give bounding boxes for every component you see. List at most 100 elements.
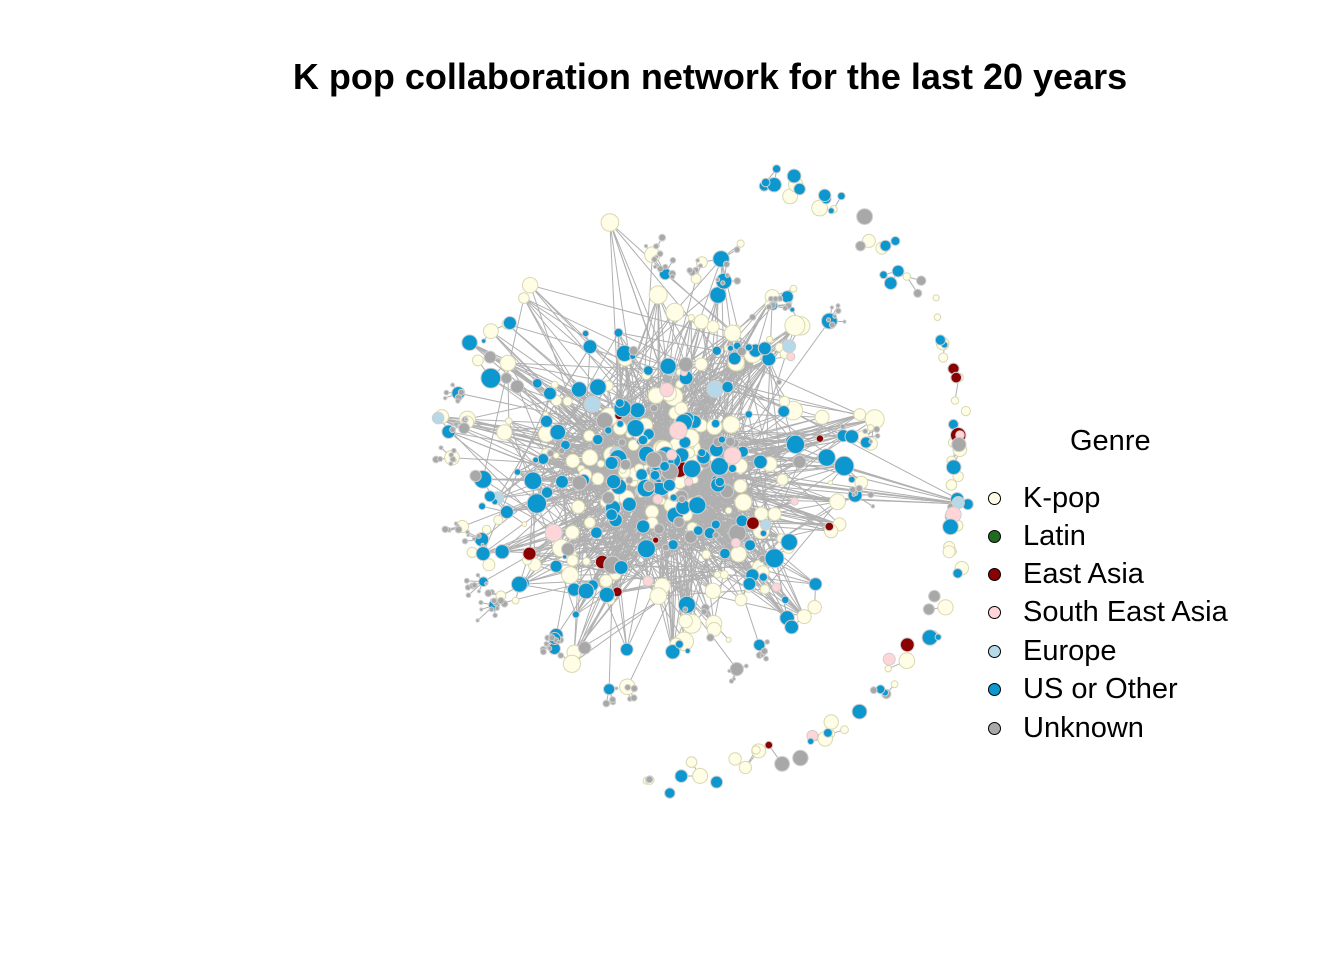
- network-node-us-or-other: [636, 539, 656, 559]
- network-node-us-or-other: [543, 386, 557, 401]
- network-node-k-pop: [784, 315, 806, 336]
- network-node-us-or-other: [753, 638, 766, 652]
- network-node-unknown: [443, 389, 450, 396]
- network-node-us-or-other: [665, 644, 681, 660]
- network-node-unknown: [479, 607, 484, 612]
- network-edge: [642, 463, 770, 527]
- legend-item-east-asia: East Asia: [982, 555, 1144, 593]
- network-node-east-asia: [824, 521, 835, 532]
- network-node-us-or-other: [727, 351, 742, 366]
- network-node-unknown: [488, 606, 495, 613]
- network-node-unknown: [476, 589, 481, 594]
- network-node-us-or-other: [461, 334, 478, 352]
- legend-item-europe: Europe: [982, 632, 1117, 670]
- network-edge: [532, 480, 569, 550]
- network-node-us-or-other: [643, 365, 654, 376]
- network-node-unknown: [792, 749, 809, 767]
- network-node-us-or-other: [760, 177, 771, 188]
- network-edge: [506, 323, 621, 425]
- legend-item-south-east-asia: South East Asia: [982, 593, 1228, 631]
- network-node-k-pop: [562, 654, 582, 673]
- network-node-k-pop: [945, 479, 958, 491]
- network-node-k-pop: [766, 335, 774, 343]
- network-node-us-or-other: [844, 429, 860, 444]
- network-node-k-pop: [722, 415, 741, 434]
- network-node-unknown: [643, 243, 649, 249]
- network-node-east-asia: [764, 740, 774, 750]
- network-node-unknown: [441, 525, 449, 533]
- network-node-k-pop: [713, 570, 722, 579]
- network-node-us-or-other: [818, 188, 832, 203]
- network-node-unknown: [764, 639, 771, 645]
- network-node-k-pop: [481, 524, 492, 535]
- network-node-unknown: [630, 694, 638, 702]
- network-node-unknown: [614, 686, 619, 691]
- network-node-us-or-other: [786, 168, 802, 184]
- network-node-unknown: [677, 495, 686, 504]
- network-node-us-or-other: [502, 316, 517, 330]
- legend-swatch-us-or-other: [988, 682, 1001, 696]
- network-node-k-pop: [759, 584, 771, 595]
- network-node-k-pop: [581, 449, 599, 467]
- network-node-south-east-asia: [771, 582, 782, 592]
- legend-title: Genre: [1070, 425, 1151, 457]
- network-node-unknown: [682, 606, 689, 613]
- network-node-us-or-other: [834, 455, 855, 477]
- network-node-us-or-other: [883, 276, 898, 291]
- network-node-us-or-other: [827, 207, 835, 215]
- network-node-k-pop: [719, 570, 729, 580]
- network-node-us-or-other: [780, 290, 794, 304]
- legend-item-latin: Latin: [982, 517, 1086, 555]
- network-node-us-or-other: [789, 306, 796, 313]
- network-edge: [734, 357, 860, 415]
- network-node-unknown: [490, 597, 498, 605]
- network-node-us-or-other: [604, 426, 613, 435]
- network-edge: [672, 527, 693, 652]
- network-node-south-east-asia: [669, 421, 688, 440]
- network-node-unknown: [870, 504, 876, 509]
- network-node-south-east-asia: [790, 497, 799, 506]
- network-node-unknown: [484, 589, 493, 598]
- chart-title: K pop collaboration network for the last…: [292, 56, 1128, 97]
- network-node-k-pop: [583, 516, 596, 529]
- network-node-unknown: [869, 686, 878, 695]
- network-node-k-pop: [754, 506, 769, 521]
- network-node-us-or-other: [727, 344, 734, 352]
- network-node-us-or-other: [772, 164, 782, 174]
- network-node-unknown: [749, 313, 757, 321]
- network-node-unknown: [471, 582, 478, 589]
- network-node-unknown: [792, 454, 807, 469]
- network-edge: [648, 327, 738, 435]
- network-node-unknown: [628, 345, 639, 356]
- legend-item-us-or-other: US or Other: [982, 670, 1178, 708]
- network-node-unknown: [725, 436, 736, 447]
- network-node-us-or-other: [952, 568, 964, 579]
- network-node-unknown: [928, 589, 941, 603]
- network-node-k-pop: [648, 285, 668, 305]
- network-edge: [666, 317, 692, 391]
- network-node-us-or-other: [934, 334, 947, 346]
- network-node-unknown: [720, 280, 726, 286]
- network-node-unknown: [765, 303, 773, 311]
- network-node-k-pop: [561, 566, 579, 585]
- network-node-europe: [759, 519, 772, 531]
- network-node-unknown: [497, 596, 505, 605]
- network-node-unknown: [492, 612, 498, 619]
- network-node-us-or-other: [581, 329, 590, 338]
- network-node-unknown: [438, 445, 444, 451]
- network-node-us-or-other: [540, 414, 553, 428]
- network-node-unknown: [733, 246, 741, 254]
- network-node-unknown: [835, 303, 841, 309]
- legend-label-us-or-other: US or Other: [1023, 672, 1178, 705]
- network-edge: [458, 392, 621, 429]
- network-edge: [584, 317, 692, 476]
- network-node-us-or-other: [711, 345, 722, 356]
- network-edge: [609, 278, 697, 601]
- network-node-unknown: [842, 319, 847, 324]
- network-node-k-pop: [706, 320, 720, 334]
- network-node-us-or-other: [523, 471, 543, 491]
- network-node-k-pop: [704, 582, 722, 600]
- network-node-south-east-asia: [723, 446, 742, 465]
- network-edge: [700, 363, 969, 505]
